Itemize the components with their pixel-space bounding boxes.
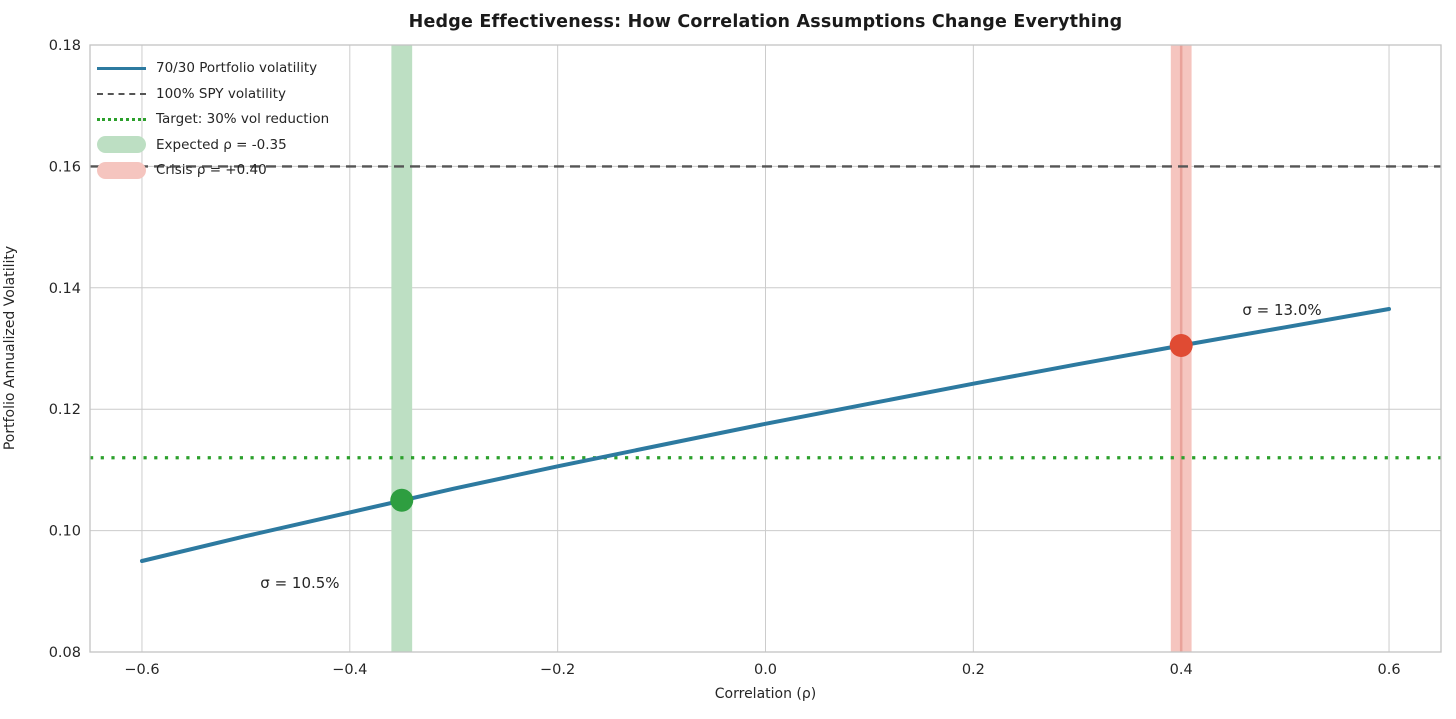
x-tick-label: −0.2 [540, 662, 575, 678]
legend-label: 70/30 Portfolio volatility [156, 60, 318, 76]
chart-title: Hedge Effectiveness: How Correlation Ass… [408, 12, 1123, 32]
band-expected-rho [391, 45, 413, 652]
legend-label: Expected ρ = -0.35 [156, 136, 287, 153]
scenario-bands [391, 45, 1192, 652]
x-tick-label: −0.4 [332, 662, 367, 678]
legend-item: Target: 30% vol reduction [97, 110, 329, 128]
x-tick-labels: −0.6 −0.4 −0.2 0.0 0.2 0.4 0.6 [124, 662, 1400, 678]
legend-swatch-dashed [97, 92, 146, 95]
legend-label: 100% SPY volatility [156, 85, 286, 102]
reference-lines [90, 165, 1441, 460]
y-tick-label: 0.18 [49, 38, 81, 54]
legend-item: Expected ρ = -0.35 [97, 136, 329, 154]
y-tick-label: 0.12 [49, 402, 81, 418]
legend-swatch-patch [97, 136, 146, 153]
legend-item: 100% SPY volatility [97, 85, 329, 103]
y-tick-label: 0.08 [49, 645, 81, 661]
x-tick-label: 0.4 [1170, 662, 1193, 678]
x-axis-label: Correlation (ρ) [714, 686, 817, 702]
sigma-annotation: σ = 10.5% [260, 573, 340, 592]
y-tick-label: 0.10 [49, 524, 81, 540]
legend-swatch-patch [97, 161, 146, 179]
legend-label: Target: 30% vol reduction [156, 111, 330, 127]
sigma-annotation: σ = 13.0% [1242, 301, 1322, 320]
x-tick-label: −0.6 [124, 662, 159, 678]
legend-swatch-dotted [97, 117, 146, 121]
y-tick-label: 0.16 [49, 159, 81, 175]
scenario-markers [390, 333, 1193, 512]
legend-swatch-line [97, 66, 146, 70]
x-tick-label: 0.2 [962, 662, 985, 678]
legend-label: Crisis ρ = +0.40 [156, 162, 267, 178]
y-tick-labels: 0.08 0.10 0.12 0.14 0.16 0.18 [49, 38, 81, 661]
y-tick-label: 0.14 [49, 281, 81, 297]
expected-scenario-marker [390, 488, 414, 512]
legend-item: Crisis ρ = +0.40 [97, 161, 329, 179]
legend-item: 70/30 Portfolio volatility [97, 59, 329, 77]
crisis-scenario-marker [1169, 333, 1193, 357]
x-tick-label: 0.6 [1378, 662, 1401, 678]
x-tick-label: 0.0 [754, 662, 777, 678]
plot-border [89, 44, 1442, 653]
legend: 70/30 Portfolio volatility 100% SPY volat… [97, 59, 329, 179]
